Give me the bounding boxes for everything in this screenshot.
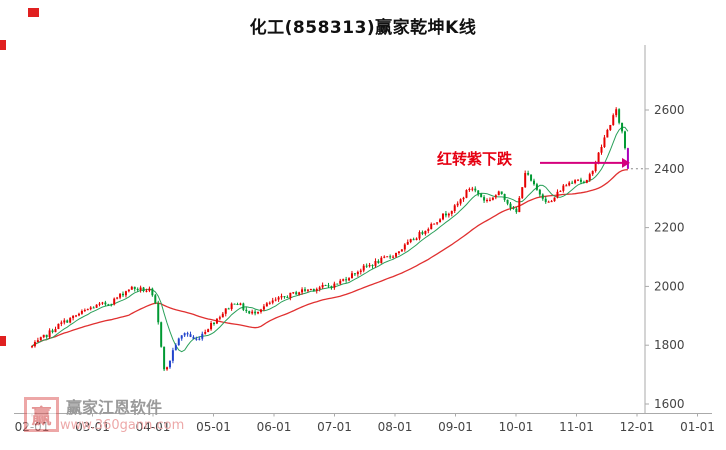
- x-tick-label: 05-01: [196, 420, 231, 434]
- x-tick-label: 12-01: [620, 420, 655, 434]
- x-tick-label: 07-01: [317, 420, 352, 434]
- y-tick-label: 2400: [654, 162, 685, 176]
- watermark: 赢 赢家江恩软件 www.360gann.com: [24, 397, 184, 434]
- x-tick-label: 08-01: [378, 420, 413, 434]
- x-tick-label: 01-01: [680, 420, 715, 434]
- x-tick-label: 11-01: [559, 420, 594, 434]
- annotation-arrow-head-icon: [622, 157, 630, 168]
- candlesticks: [31, 107, 629, 372]
- ma-fast-line: [31, 126, 629, 353]
- watermark-logo-glyph: 赢: [31, 404, 52, 428]
- x-tick-label: 04-01: [136, 420, 171, 434]
- y-tick-label: 2000: [654, 279, 685, 293]
- x-tick-label: 06-01: [257, 420, 292, 434]
- x-tick-label: 09-01: [438, 420, 473, 434]
- x-tick-label: 10-01: [499, 420, 534, 434]
- ma-slow-line: [31, 169, 628, 347]
- red-marker-left-edge-1-icon: [0, 40, 6, 50]
- y-axis-labels: 1600 1800 2000 2200 2400 2600: [645, 103, 685, 411]
- y-tick-label: 2600: [654, 103, 685, 117]
- y-tick-label: 1600: [654, 397, 685, 411]
- watermark-url: www.360gann.com: [60, 418, 185, 433]
- trend-annotation: 红转紫下跌: [437, 150, 513, 168]
- x-axis-labels: 02-0103-0104-0105-0106-0107-0108-0109-01…: [15, 413, 715, 434]
- y-tick-label: 1800: [654, 338, 685, 352]
- red-marker-top-icon: [28, 8, 39, 17]
- chart-title: 化工(858313)赢家乾坤K线: [249, 18, 477, 38]
- red-marker-left-edge-2-icon: [0, 336, 6, 346]
- watermark-logo-icon: 赢: [24, 397, 59, 432]
- y-tick-label: 2200: [654, 221, 685, 235]
- watermark-name: 赢家江恩软件: [66, 398, 163, 417]
- x-tick-label: 03-01: [75, 420, 110, 434]
- watermark-text-block: 赢家江恩软件 www.360gann.com: [60, 397, 184, 434]
